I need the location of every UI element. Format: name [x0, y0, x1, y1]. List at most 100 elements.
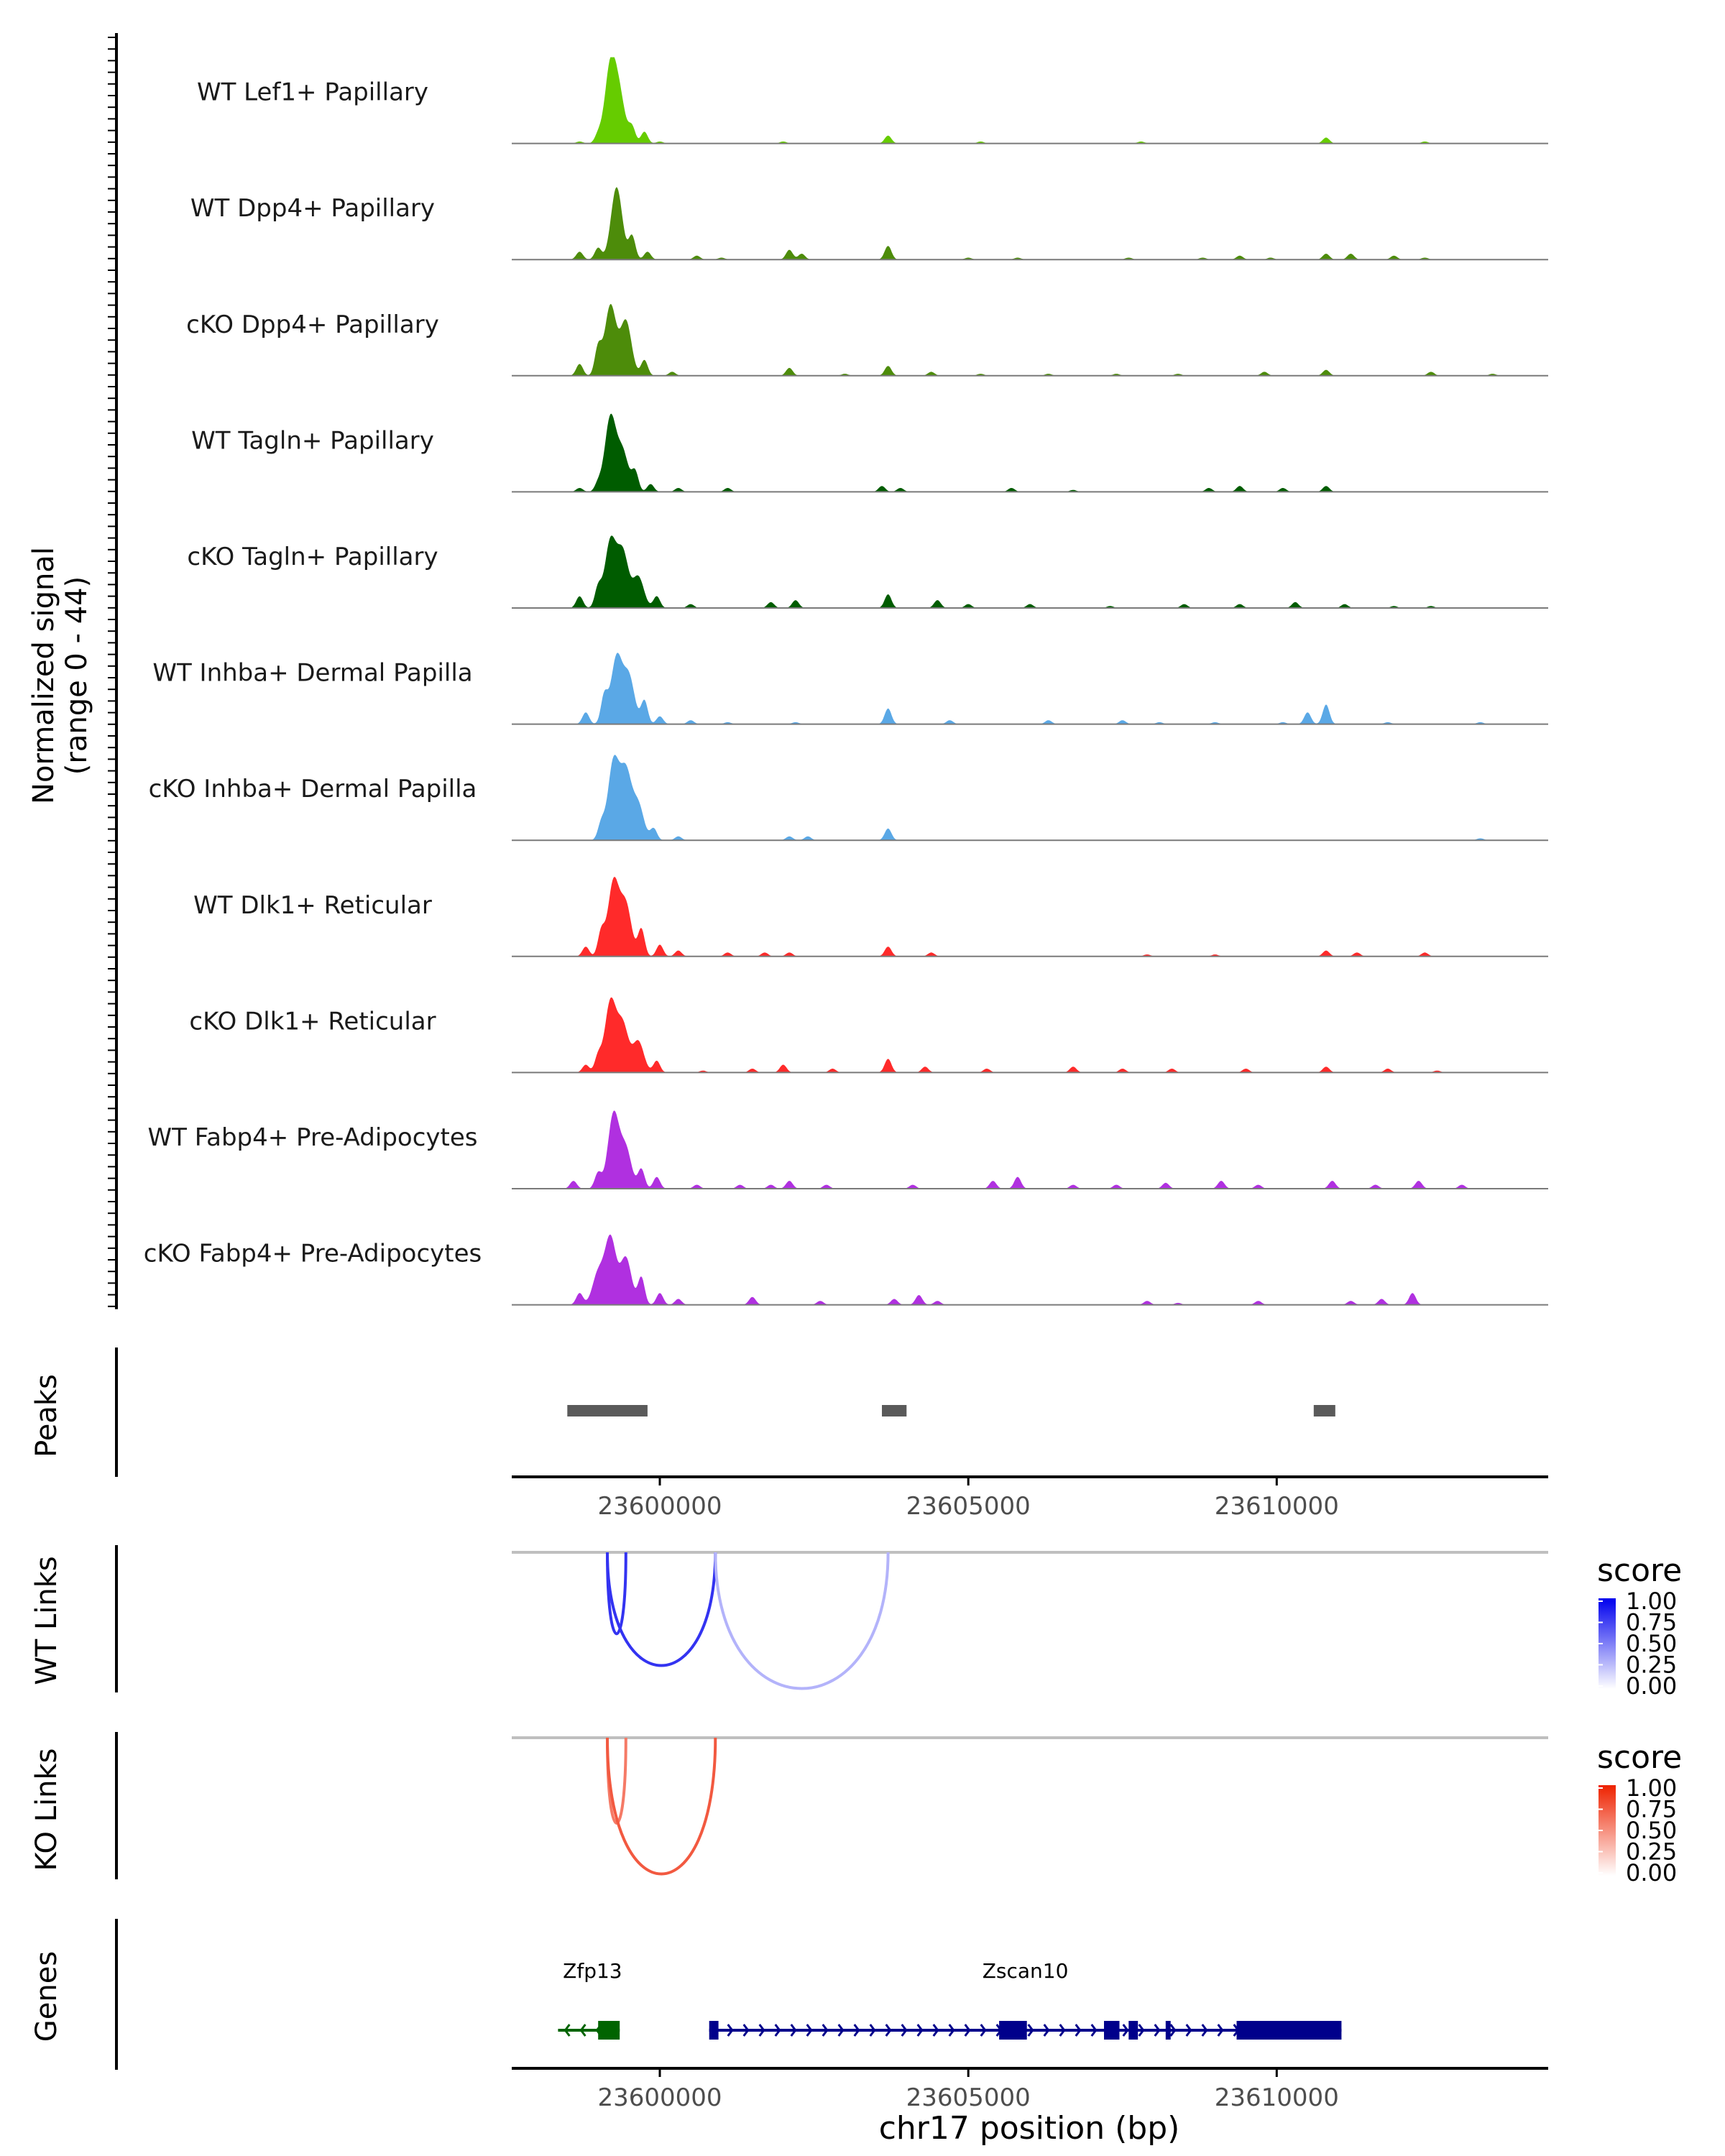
- x-tick-label: 23610000: [1215, 2083, 1339, 2112]
- strand-arrow: [1043, 2024, 1050, 2037]
- peaks-track: [567, 1405, 1335, 1416]
- link-arc: [606, 1552, 627, 1636]
- legend-tick-label: 0.75: [1626, 1796, 1677, 1823]
- coverage-area: [592, 755, 1524, 841]
- track-label: WT Lef1+ Papillary: [197, 78, 428, 107]
- x-tick-label: 23605000: [906, 2083, 1031, 2112]
- track-label: WT Dpp4+ Papillary: [190, 194, 435, 223]
- coverage-track: WT Dpp4+ Papillary: [190, 187, 1548, 261]
- peak-region: [882, 1405, 907, 1416]
- x-axis-title: chr17 position (bp): [879, 2110, 1180, 2147]
- peak-region: [567, 1405, 648, 1416]
- coverage-area: [561, 535, 1524, 608]
- coverage-track: WT Tagln+ Papillary: [191, 413, 1548, 493]
- strand-arrow: [806, 2024, 813, 2037]
- x-tick-label: 23610000: [1215, 1492, 1339, 1521]
- wt-score-legend: score 1.000.750.500.250.00: [1597, 1552, 1682, 1700]
- legend-tick-label: 0.50: [1626, 1630, 1677, 1657]
- track-label: cKO Inhba+ Dermal Papilla: [149, 775, 477, 803]
- coverage-track: WT Lef1+ Papillary: [197, 57, 1548, 144]
- strand-arrow: [727, 2024, 734, 2037]
- gene-model: Zscan10: [709, 1959, 1342, 2040]
- gene-label: Zscan10: [983, 1959, 1069, 1983]
- strand-arrow: [1154, 2024, 1161, 2037]
- ko-score-legend: score 1.000.750.500.250.00: [1597, 1739, 1682, 1886]
- strand-arrow: [932, 2024, 939, 2037]
- strand-arrow: [1090, 2024, 1098, 2037]
- strand-arrow: [579, 2024, 586, 2037]
- strand-arrow: [1059, 2024, 1066, 2037]
- coverage-track: cKO Tagln+ Papillary: [187, 535, 1548, 609]
- genes-track: Zfp13 Zscan10: [558, 1959, 1342, 2040]
- coverage-tracks: WT Lef1+ Papillary WT Dpp4+ Papillary cKO …: [144, 57, 1548, 1306]
- peaks-label: Peaks: [30, 1374, 63, 1457]
- gene-exon: [709, 2021, 719, 2040]
- legend-tick-label: 0.25: [1626, 1651, 1677, 1679]
- ko-links-track: [512, 1736, 1548, 1876]
- coverage-area: [561, 413, 1524, 492]
- coverage-track: cKO Fabp4+ Pre-Adipocytes: [144, 1234, 1548, 1306]
- strand-arrow: [948, 2024, 955, 2037]
- strand-arrow: [742, 2024, 750, 2037]
- coverage-track: cKO Dpp4+ Papillary: [186, 304, 1548, 377]
- gene-exon: [598, 2021, 620, 2040]
- strand-arrow: [853, 2024, 860, 2037]
- strand-arrow: [964, 2024, 971, 2037]
- coverage-area: [561, 57, 1487, 144]
- track-label: WT Inhba+ Dermal Papilla: [152, 659, 472, 688]
- link-arc: [606, 1552, 717, 1667]
- coverage-area: [561, 187, 1524, 260]
- wt-links-track: [512, 1551, 1548, 1690]
- gene-model: Zfp13: [558, 1959, 622, 2040]
- track-label: WT Fabp4+ Pre-Adipocytes: [148, 1123, 478, 1152]
- coverage-y-axis: [108, 33, 118, 1309]
- coverage-area: [561, 997, 1524, 1073]
- strand-arrow: [1217, 2024, 1224, 2037]
- strand-arrow: [822, 2024, 829, 2037]
- link-arc: [606, 1737, 717, 1876]
- track-label: cKO Dpp4+ Papillary: [186, 310, 439, 339]
- coverage-track: WT Inhba+ Dermal Papilla: [152, 653, 1548, 725]
- strand-arrow: [758, 2024, 765, 2037]
- x-tick-label: 23605000: [906, 1492, 1031, 1521]
- coverage-track: WT Dlk1+ Reticular: [193, 877, 1548, 957]
- strand-arrow: [1201, 2024, 1208, 2037]
- coverage-track: cKO Inhba+ Dermal Papilla: [149, 755, 1548, 842]
- strand-arrow: [901, 2024, 908, 2037]
- strand-arrow: [869, 2024, 876, 2037]
- x-axis-bottom: 23600000 23605000 23610000: [512, 2067, 1548, 2112]
- wt-links-label: WT Links: [30, 1556, 63, 1685]
- track-label: cKO Tagln+ Papillary: [187, 543, 438, 571]
- strand-arrow: [837, 2024, 845, 2037]
- gene-exon: [999, 2021, 1027, 2040]
- coverage-area: [561, 877, 1524, 957]
- coverage-track: WT Fabp4+ Pre-Adipocytes: [148, 1110, 1548, 1189]
- strand-arrow: [885, 2024, 892, 2037]
- strand-arrow: [1122, 2024, 1129, 2037]
- coverage-area: [561, 1234, 1524, 1305]
- strand-arrow: [916, 2024, 924, 2037]
- legend-tick-label: 0.00: [1626, 1859, 1677, 1886]
- coverage-area: [561, 304, 1524, 376]
- track-label: WT Dlk1+ Reticular: [193, 891, 432, 920]
- y-axis-title-line1: Normalized signal: [27, 547, 60, 804]
- strand-arrow: [1169, 2024, 1177, 2037]
- x-tick-label: 23600000: [597, 1492, 722, 1521]
- link-arc: [714, 1552, 890, 1690]
- gene-exon: [1128, 2021, 1138, 2040]
- legend-tick-label: 1.00: [1626, 1774, 1677, 1802]
- strand-arrow: [564, 2024, 571, 2037]
- track-label: cKO Dlk1+ Reticular: [189, 1007, 436, 1036]
- gene-exon: [1165, 2021, 1171, 2040]
- strand-arrow: [1185, 2024, 1192, 2037]
- coverage-area: [561, 653, 1524, 724]
- ko-links-label: KO Links: [30, 1749, 63, 1871]
- legend-tick-label: 0.50: [1626, 1817, 1677, 1844]
- wt-legend-title: score: [1597, 1552, 1682, 1589]
- strand-arrow: [980, 2024, 987, 2037]
- strand-arrow: [774, 2024, 781, 2037]
- legend-tick-label: 0.25: [1626, 1838, 1677, 1866]
- gene-exon: [1104, 2021, 1120, 2040]
- legend-tick-label: 1.00: [1626, 1588, 1677, 1615]
- y-axis-title-line2: (range 0 - 44): [60, 576, 93, 775]
